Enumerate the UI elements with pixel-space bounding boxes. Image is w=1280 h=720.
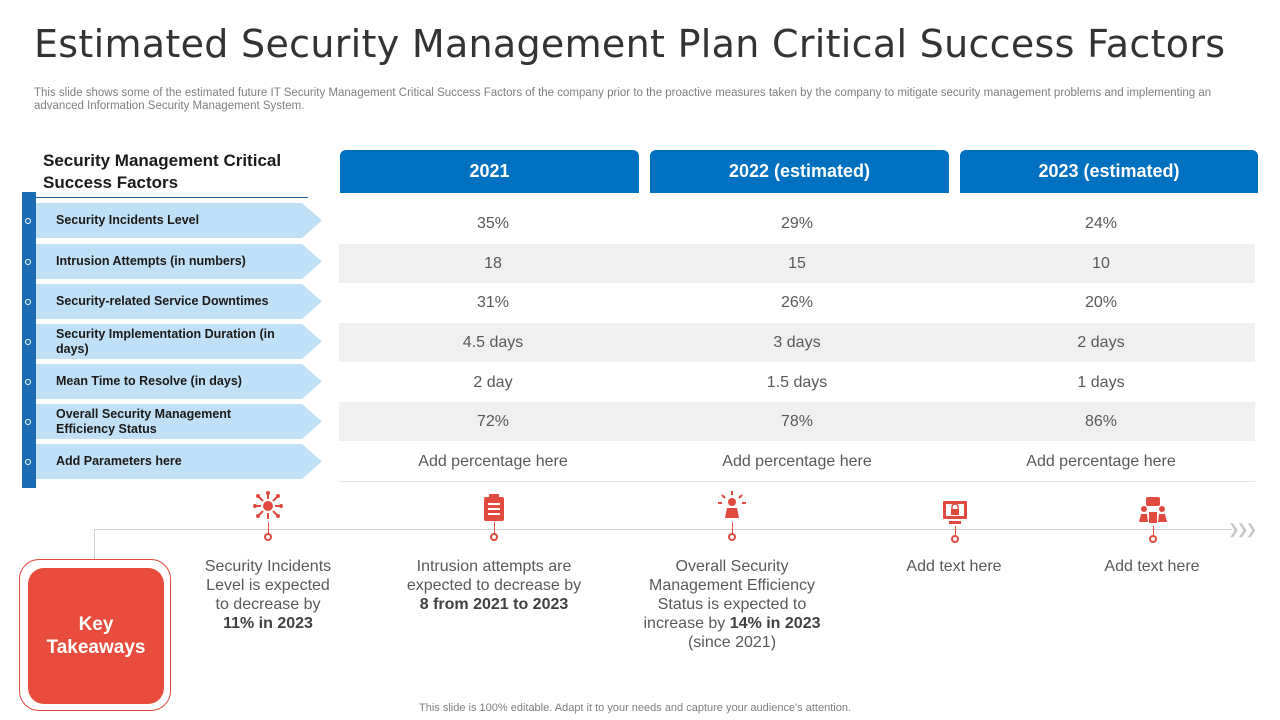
row-shade [339,244,1255,283]
factor-row-3: Security-related Service Downtimes [36,284,322,319]
page-title: Estimated Security Management Plan Criti… [34,22,1226,66]
factor-label: Mean Time to Resolve (in days) [56,374,242,388]
bullet-dot [25,339,31,345]
team-meeting-icon [1139,497,1167,523]
key-takeaways-frame [19,559,171,711]
factor-row-5: Mean Time to Resolve (in days) [36,364,322,399]
factor-label: Security-related Service Downtimes [56,294,269,308]
timeline-pin [264,533,272,541]
timeline-pin [490,533,498,541]
table-cell: Add percentage here [418,453,568,470]
table-cell: 1 days [1077,374,1125,391]
table-cell: 10 [1092,255,1110,272]
takeaway-1: Security Incidents Level is expected to … [198,557,338,633]
timeline-stem [1153,526,1154,538]
factors-column-header: Security Management Critical Success Fac… [43,151,282,192]
timeline-pin [1149,535,1157,543]
takeaway-text: Add text here [906,558,1002,575]
timeline-stem [494,522,495,534]
person-idea-icon [718,491,746,518]
table-cell: 15 [788,255,806,272]
timeline-pin [728,533,736,541]
table-cell: 18 [484,255,502,272]
takeaway-note: (since 2021) [687,634,777,651]
timeline-stem [955,526,956,538]
page-subtitle: This slide shows some of the estimated f… [34,87,1212,112]
factor-label: Intrusion Attempts (in numbers) [56,254,246,268]
factor-label: Security Incidents Level [56,213,200,227]
takeaway-highlight: 8 from 2021 to 2023 [419,596,569,613]
table-cell: 35% [476,215,510,232]
table-cell: Add percentage here [1026,453,1176,470]
factor-row-4: Security Implementation Duration (in day… [36,324,322,359]
table-cell: 72% [476,413,510,430]
takeaway-text: Overall Security Management Efficiency S… [643,558,815,632]
year-header-2021: 2021 [340,150,639,193]
table-cell: 26% [780,294,814,311]
year-header-2022: 2022 (estimated) [650,150,949,193]
table-cell: 3 days [773,334,821,351]
year-header-2023: 2023 (estimated) [960,150,1258,193]
timeline-pin [951,535,959,543]
header-underline [36,197,308,198]
table-cell: 78% [780,413,814,430]
row-shade [339,402,1255,441]
timeline-line [94,529,1232,530]
takeaway-text: Add text here [1104,558,1200,575]
timeline-stem [268,522,269,534]
table-cell: 29% [780,215,814,232]
clipboard-icon [484,494,504,521]
table-cell: 31% [476,294,510,311]
table-bottom-line [339,481,1255,482]
factor-label: Security Implementation Duration (in day… [56,326,275,356]
factor-label: Overall Security Management Efficiency S… [56,406,232,436]
bullet-dot [25,218,31,224]
timeline-stem [732,522,733,534]
network-hub-icon [253,491,283,519]
takeaway-5: Add text here [1082,557,1222,576]
factor-row-1: Security Incidents Level [36,203,322,238]
takeaway-2: Intrusion attempts are expected to decre… [404,557,584,614]
computer-lock-icon [943,501,967,524]
factor-row-6: Overall Security Management Efficiency S… [36,404,322,439]
factor-label: Add Parameters here [56,454,182,468]
takeaway-highlight: 14% in 2023 [729,615,821,632]
bullet-dot [25,259,31,265]
row-shade [339,323,1255,362]
takeaway-3: Overall Security Management Efficiency S… [638,557,826,652]
table-cell: 20% [1084,294,1118,311]
table-cell: 2 day [473,374,513,391]
table-cell: 1.5 days [766,374,828,391]
table-cell: 24% [1084,215,1118,232]
bullet-dot [25,299,31,305]
takeaway-highlight: 11% in 2023 [223,615,313,632]
timeline-connector [94,529,95,559]
chevron-arrows-icon: ❯❯❯ [1228,521,1257,537]
takeaway-text: Security Incidents Level is expected to … [204,558,332,613]
takeaway-text: Intrusion attempts are expected to decre… [406,558,582,594]
table-cell: Add percentage here [722,453,872,470]
bullet-dot [25,419,31,425]
bullet-dot [25,379,31,385]
bullet-dot [25,459,31,465]
factor-row-7: Add Parameters here [36,444,322,479]
factor-row-2: Intrusion Attempts (in numbers) [36,244,322,279]
table-cell: 2 days [1077,334,1125,351]
table-cell: 4.5 days [462,334,524,351]
takeaway-4: Add text here [884,557,1024,576]
key-takeaways-badge: Key Takeaways [28,568,164,704]
table-cell: 86% [1084,413,1118,430]
footer-note: This slide is 100% editable. Adapt it to… [419,702,851,714]
